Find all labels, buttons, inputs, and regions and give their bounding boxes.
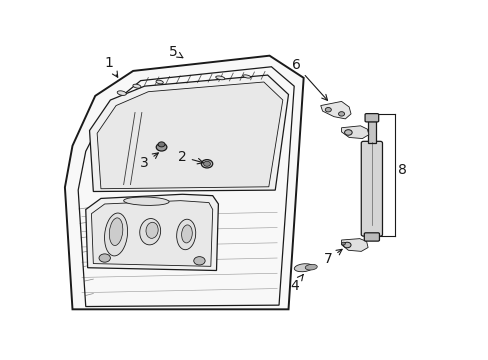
- Circle shape: [325, 108, 331, 112]
- Circle shape: [99, 254, 110, 262]
- Polygon shape: [320, 102, 350, 119]
- Circle shape: [203, 161, 210, 166]
- Text: 4: 4: [289, 274, 303, 293]
- Bar: [367, 121, 375, 143]
- Ellipse shape: [156, 80, 163, 84]
- Ellipse shape: [243, 75, 250, 78]
- FancyBboxPatch shape: [361, 141, 382, 236]
- Text: 1: 1: [104, 55, 118, 77]
- Polygon shape: [341, 239, 367, 251]
- Text: 2: 2: [178, 150, 203, 164]
- Ellipse shape: [294, 264, 312, 272]
- FancyBboxPatch shape: [364, 233, 379, 241]
- Circle shape: [338, 112, 344, 116]
- Ellipse shape: [133, 84, 141, 88]
- Polygon shape: [341, 126, 368, 139]
- Text: 3: 3: [140, 153, 158, 170]
- Ellipse shape: [117, 91, 126, 95]
- Polygon shape: [91, 201, 212, 266]
- Ellipse shape: [176, 219, 195, 250]
- Ellipse shape: [215, 76, 224, 80]
- Text: 8: 8: [397, 163, 406, 177]
- Ellipse shape: [305, 264, 317, 270]
- Ellipse shape: [181, 225, 192, 243]
- Circle shape: [201, 159, 212, 168]
- Ellipse shape: [146, 222, 158, 238]
- Text: 7: 7: [323, 249, 342, 266]
- Polygon shape: [89, 75, 288, 192]
- Circle shape: [344, 130, 351, 135]
- Ellipse shape: [140, 219, 160, 245]
- Ellipse shape: [109, 218, 122, 246]
- Circle shape: [343, 242, 350, 248]
- Circle shape: [193, 257, 205, 265]
- Ellipse shape: [104, 213, 127, 256]
- Circle shape: [156, 143, 166, 151]
- Ellipse shape: [123, 197, 169, 206]
- Circle shape: [158, 142, 164, 147]
- Polygon shape: [85, 194, 218, 270]
- Polygon shape: [65, 56, 303, 309]
- Text: 5: 5: [168, 45, 183, 59]
- Polygon shape: [97, 82, 282, 189]
- Circle shape: [341, 242, 345, 245]
- FancyBboxPatch shape: [365, 114, 378, 122]
- Text: 6: 6: [291, 58, 327, 100]
